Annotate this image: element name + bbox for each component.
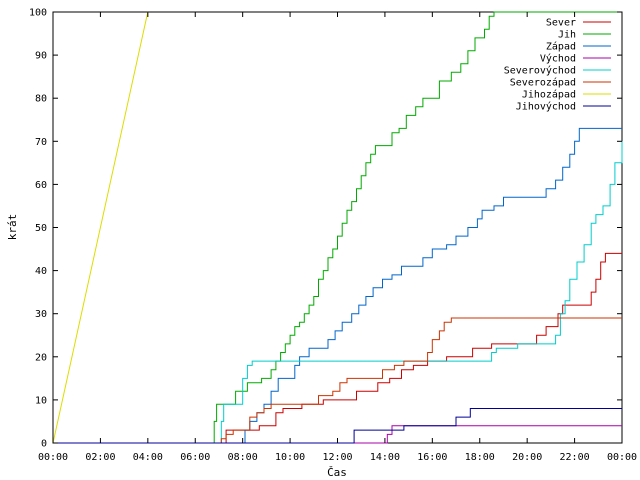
x-tick-label: 00:00 [38, 452, 68, 463]
y-tick-label: 60 [35, 180, 47, 191]
x-tick-label: 02:00 [85, 452, 115, 463]
y-tick-label: 80 [35, 94, 47, 105]
series-line-4 [53, 141, 623, 444]
legend-label: Severovýchod [504, 65, 576, 77]
y-tick-label: 40 [35, 266, 47, 277]
x-tick-label: 14:00 [370, 452, 400, 463]
series-line-5 [53, 317, 622, 444]
series-line-0 [53, 252, 622, 444]
y-tick-label: 90 [35, 51, 47, 62]
x-tick-label: 22:00 [560, 452, 590, 463]
x-tick-label: 00:00 [607, 452, 637, 463]
x-tick-label: 10:00 [275, 452, 305, 463]
y-axis-title: krát [6, 214, 19, 241]
x-tick-label: 20:00 [512, 452, 542, 463]
legend-label: Východ [540, 53, 576, 65]
series-line-6 [52, 11, 149, 444]
x-tick-label: 06:00 [180, 452, 210, 463]
legend-label: Jihovýchod [516, 101, 576, 113]
series-line-1 [53, 11, 622, 444]
y-tick-label: 0 [41, 439, 47, 450]
legend-label: Severozápad [510, 77, 576, 89]
series-line-7 [53, 408, 622, 444]
x-axis-title: Čas [327, 466, 347, 479]
legend: SeverJihZápadVýchodSeverovýchodSeverozáp… [504, 18, 611, 113]
axis-ticks: 0 10 20 30 40 50 60 70 80 90 100 00:00 02:00 04:00 06:… [29, 8, 637, 464]
legend-label: Jihozápad [522, 89, 576, 101]
x-tick-label: 08:00 [228, 452, 258, 463]
y-tick-label: 100 [29, 8, 47, 19]
y-tick-label: 20 [35, 352, 47, 363]
x-tick-label: 12:00 [322, 452, 352, 463]
x-tick-label: 16:00 [417, 452, 447, 463]
legend-label: Jih [558, 30, 576, 41]
x-tick-label: 18:00 [465, 452, 495, 463]
y-tick-label: 30 [35, 309, 47, 320]
legend-label: Sever [546, 18, 576, 29]
x-tick-label: 04:00 [133, 452, 163, 463]
y-tick-label: 50 [35, 223, 47, 234]
y-tick-label: 70 [35, 137, 47, 148]
series-line-2 [53, 127, 622, 444]
y-tick-label: 10 [35, 395, 47, 406]
legend-label: Západ [546, 41, 576, 53]
